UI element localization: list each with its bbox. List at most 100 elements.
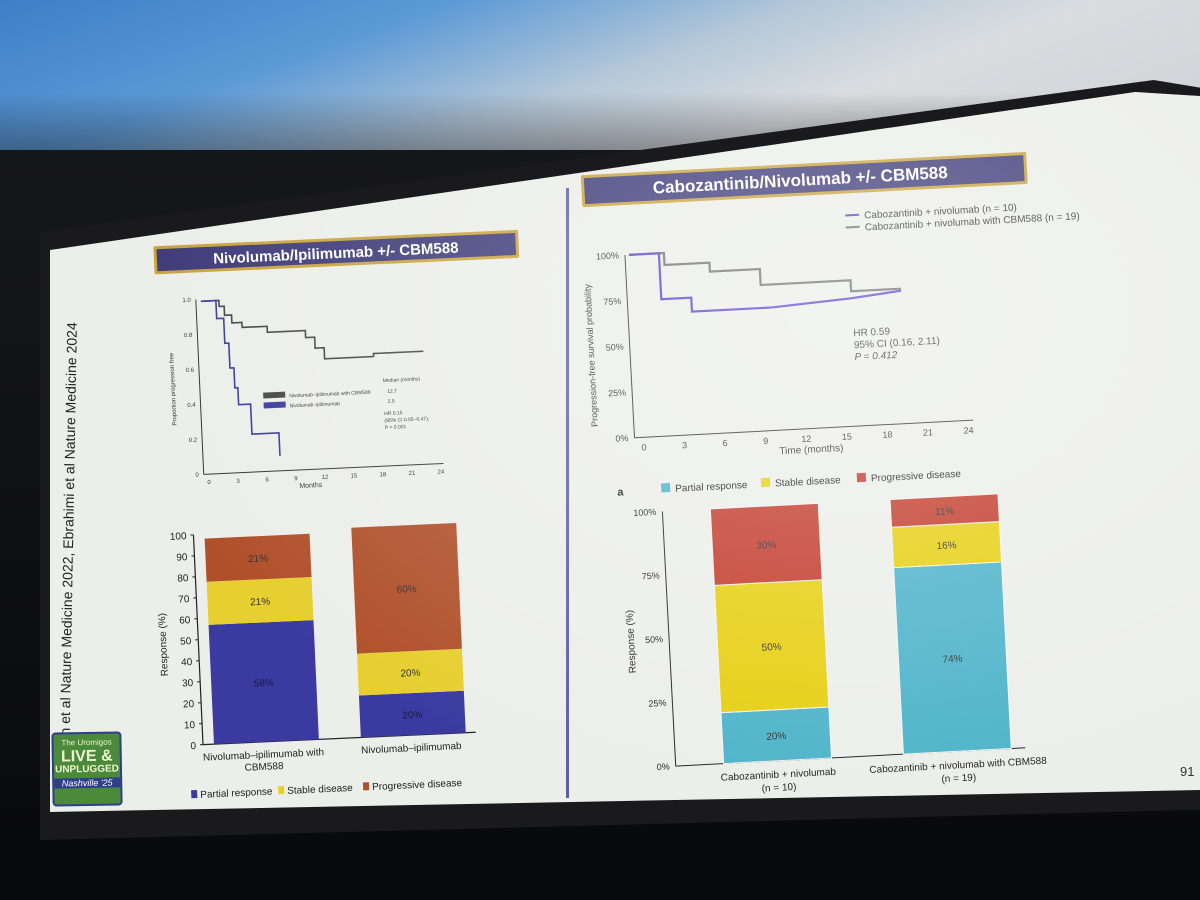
left-bar-segment <box>358 690 466 738</box>
left-km-stat-p: P < 0.001 <box>385 424 407 431</box>
right-bar-legend-progressive: Progressive disease <box>871 469 962 485</box>
left-km-x-tick: 18 <box>379 472 387 478</box>
left-km-chart: Proportion progression free Months 1.0 0.… <box>169 298 445 490</box>
right-header: Cabozantinib/Nivolumab +/- CBM588 <box>580 152 1028 208</box>
left-km-legend-nivoipi: Nivolumab–ipilimumab <box>290 401 341 409</box>
left-km-y-tick: 1.0 <box>182 298 191 304</box>
right-bar-y-tick: 50% <box>645 634 664 645</box>
right-bar-panel-letter: a <box>617 486 625 498</box>
left-km-median-cbm: 12.7 <box>387 388 397 394</box>
left-bar-segment <box>351 522 462 654</box>
left-bar-legend: Partial response Stable disease Progress… <box>191 778 463 801</box>
right-bar-segment <box>709 502 823 586</box>
left-km-x-label: Months <box>299 482 323 490</box>
right-bar-segment-label: 50% <box>761 642 782 654</box>
left-bar-legend-partial: Partial response <box>200 787 273 801</box>
left-bar-segment-label: 60% <box>396 584 417 596</box>
left-bar-y-tick: 90 <box>176 552 188 564</box>
right-km-x-tick: 0 <box>641 442 647 452</box>
right-km-y-tick: 75% <box>603 296 622 307</box>
left-bar-y-tick: 40 <box>181 657 193 669</box>
page-number: 91 <box>1180 764 1195 779</box>
left-bar-segment-label: 58% <box>254 678 275 690</box>
right-bar-y-tick: 0% <box>656 761 670 772</box>
right-km-y-label: Progression-free survival probability <box>582 283 599 427</box>
right-km-y-tick: 100% <box>596 250 620 261</box>
right-bar-segment-label: 30% <box>756 540 777 552</box>
right-km-cbm-line <box>628 251 902 293</box>
right-km-x-tick: 15 <box>842 431 853 442</box>
right-bar-y-label: Response (%) <box>625 610 639 674</box>
left-bar-segment <box>208 620 319 745</box>
right-km-x-label: Time (months) <box>779 443 844 457</box>
right-bar-legend-stable: Stable disease <box>775 475 842 489</box>
left-km-stat-hr: HR 0.15 <box>384 410 403 417</box>
left-bar-legend-stable: Stable disease <box>287 783 353 797</box>
left-bar-y-tick: 20 <box>183 699 195 711</box>
right-bar-chart: a Partial response Stable disease Progre… <box>617 469 1047 795</box>
left-bar-y-tick: 30 <box>182 678 194 690</box>
left-bar-y-tick: 80 <box>177 573 189 585</box>
left-km-x-tick: 15 <box>351 473 359 479</box>
right-bar-cat-1: Cabozantinib + nivolumab <box>720 767 836 784</box>
left-km-x-tick: 3 <box>236 479 240 485</box>
left-km-x-tick: 0 <box>207 480 211 486</box>
right-km-x-tick: 12 <box>801 434 812 445</box>
right-bar-legend: Partial response Stable disease Progress… <box>660 469 962 495</box>
right-km-y-tick: 50% <box>605 342 624 353</box>
right-bar-segment-label: 20% <box>766 731 787 743</box>
left-bar-segment-label: 21% <box>250 596 271 608</box>
left-bar-y-label: Response (%) <box>157 613 171 677</box>
left-bar-segment-label: 20% <box>402 710 423 722</box>
right-km-stat-ci: 95% CI (0.16, 2.11) <box>854 336 940 351</box>
left-bar-y-tick: 50 <box>180 636 192 648</box>
right-km-chart: Cabozantinib + nivolumab (n = 10) Caboza… <box>582 202 1080 457</box>
left-km-y-tick: 0.6 <box>186 368 195 374</box>
left-bar-cat-1-line1: Nivolumab–ipilimumab with <box>203 747 325 763</box>
right-bar-segment-label: 16% <box>936 540 957 552</box>
right-bar-y-tick: 25% <box>648 698 667 709</box>
right-km-x-tick: 6 <box>722 438 728 448</box>
left-km-y-tick: 0 <box>195 473 199 479</box>
left-bar-y-tick: 70 <box>178 594 190 606</box>
left-km-x-tick: 21 <box>408 471 416 477</box>
right-km-x-tick: 18 <box>882 429 893 440</box>
left-km-y-tick: 0.8 <box>184 333 193 339</box>
left-bar-segment <box>204 533 312 582</box>
left-km-legend: Nivolumab–ipilimumab with CBM588 Nivolum… <box>263 376 429 431</box>
right-km-stat-hr: HR 0.59 <box>853 326 891 339</box>
left-bar-segment <box>357 648 464 696</box>
right-km-x-tick: 24 <box>963 425 974 436</box>
right-km-y-tick: 0% <box>615 433 629 444</box>
left-km-median-header: Median (months) <box>383 376 421 384</box>
left-bar-y-tick: 10 <box>184 720 196 732</box>
left-header: Nivolumab/Ipilimumab +/- CBM588 <box>153 229 520 275</box>
left-bar-legend-progressive: Progressive disease <box>372 778 463 793</box>
left-km-cbm-line <box>200 299 424 360</box>
left-bar-segment <box>206 576 314 625</box>
right-bar-segment <box>889 493 1000 528</box>
left-km-stat-ci: (95% CI 0.05–0.47), <box>384 416 429 424</box>
left-bar-segment-label: 20% <box>400 668 421 680</box>
right-km-y-tick: 25% <box>608 387 627 398</box>
right-km-x-tick: 21 <box>923 427 934 438</box>
left-bar-cat-2: Nivolumab–ipilimumab <box>361 741 462 757</box>
right-bar-y-tick: 100% <box>633 507 657 518</box>
left-km-x-tick: 6 <box>265 477 269 483</box>
left-km-y-label: Proportion progression free <box>169 352 178 426</box>
right-bar-segment-label: 11% <box>935 506 955 518</box>
left-bar-cat-1-line2: CBM588 <box>244 761 284 774</box>
left-km-y-tick: 0.2 <box>189 438 198 444</box>
left-km-median-nivoipi: 2.5 <box>388 399 395 405</box>
right-bar-legend-partial: Partial response <box>675 480 748 495</box>
left-bar-y-tick: 100 <box>170 531 188 543</box>
left-bar-segment-label: 21% <box>248 553 269 565</box>
left-km-x-tick: 24 <box>437 469 445 475</box>
right-bar-segment-label: 74% <box>942 654 963 666</box>
right-km-x-tick: 9 <box>763 436 769 446</box>
right-km-x-tick: 3 <box>682 440 688 450</box>
